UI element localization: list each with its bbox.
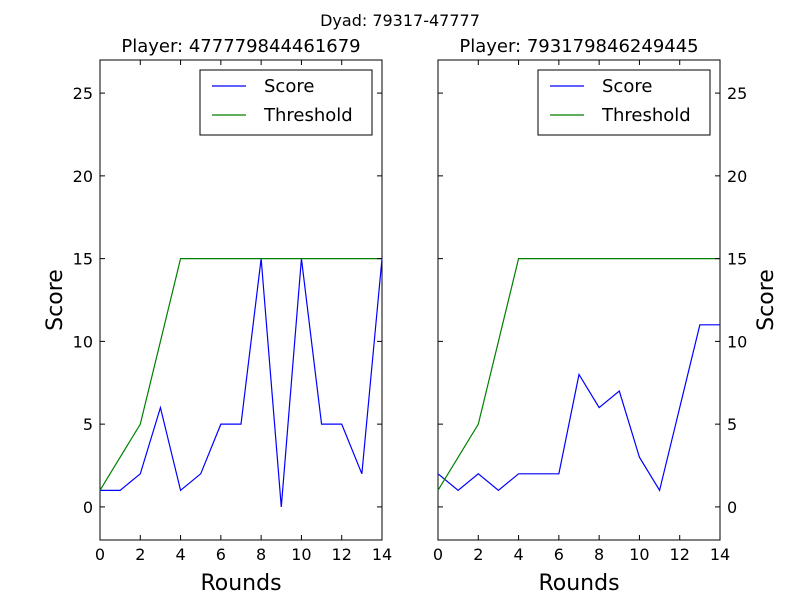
right-y-axis-label: Score <box>754 269 779 331</box>
left-series-line-threshold <box>99 258 382 491</box>
left-legend-label-threshold: Threshold <box>263 105 353 126</box>
left-x-axis-label: Rounds <box>200 571 281 596</box>
left-y-tick-label: 15 <box>73 250 93 269</box>
left-x-tick-label: 14 <box>372 545 392 564</box>
right-x-tick-label: 12 <box>670 545 690 564</box>
right-y-tick-label: 5 <box>727 415 737 434</box>
right-panel: Player: 793179846249445 Rounds Score 0 2 4… <box>433 36 779 596</box>
right-panel-title: Player: 793179846249445 <box>459 36 698 57</box>
right-legend: Score Threshold <box>537 69 711 136</box>
left-x-tick-label: 2 <box>135 545 145 564</box>
left-x-tick-label: 6 <box>216 545 226 564</box>
left-x-tick-label: 0 <box>95 545 105 564</box>
right-x-tick-label: 10 <box>629 545 649 564</box>
left-legend: Score Threshold <box>199 69 373 136</box>
right-y-tick-label: 0 <box>727 498 737 517</box>
right-series-line-threshold <box>437 258 720 491</box>
left-y-tick-label: 0 <box>83 498 93 517</box>
right-y-tick-label: 25 <box>727 84 747 103</box>
right-legend-label-score: Score <box>602 76 652 97</box>
right-legend-label-threshold: Threshold <box>601 105 691 126</box>
left-panel: Player: 477779844461679 Rounds Score 0 2 4… <box>43 36 392 596</box>
right-series-line-score <box>437 324 720 492</box>
right-x-tick-label: 6 <box>554 545 564 564</box>
right-x-tick-label: 2 <box>473 545 483 564</box>
right-x-tick-label: 0 <box>433 545 443 564</box>
right-x-tick-label: 8 <box>594 545 604 564</box>
left-plot-frame <box>99 59 383 541</box>
left-x-tick-label: 8 <box>256 545 266 564</box>
left-y-tick-label: 5 <box>83 415 93 434</box>
left-y-tick-label: 25 <box>73 84 93 103</box>
right-x-tick-label: 14 <box>710 545 730 564</box>
left-y-tick-label: 10 <box>73 332 93 351</box>
left-y-axis-label: Score <box>43 269 68 331</box>
left-legend-box <box>199 69 373 136</box>
right-x-tick-label: 4 <box>513 545 523 564</box>
right-plot-frame <box>437 59 721 541</box>
right-x-axis-label: Rounds <box>538 571 619 596</box>
right-y-tick-label: 20 <box>727 167 747 186</box>
left-series-line-score <box>100 258 383 507</box>
left-y-tick-label: 20 <box>73 167 93 186</box>
right-y-tick-label: 10 <box>727 332 747 351</box>
left-legend-label-score: Score <box>264 76 314 97</box>
figure-suptitle: Dyad: 79317-47777 <box>320 11 480 30</box>
left-panel-title: Player: 477779844461679 <box>121 36 360 57</box>
left-x-tick-label: 12 <box>332 545 352 564</box>
right-legend-box <box>537 69 711 136</box>
right-y-tick-label: 15 <box>727 250 747 269</box>
left-x-tick-label: 10 <box>291 545 311 564</box>
left-x-tick-label: 4 <box>175 545 185 564</box>
